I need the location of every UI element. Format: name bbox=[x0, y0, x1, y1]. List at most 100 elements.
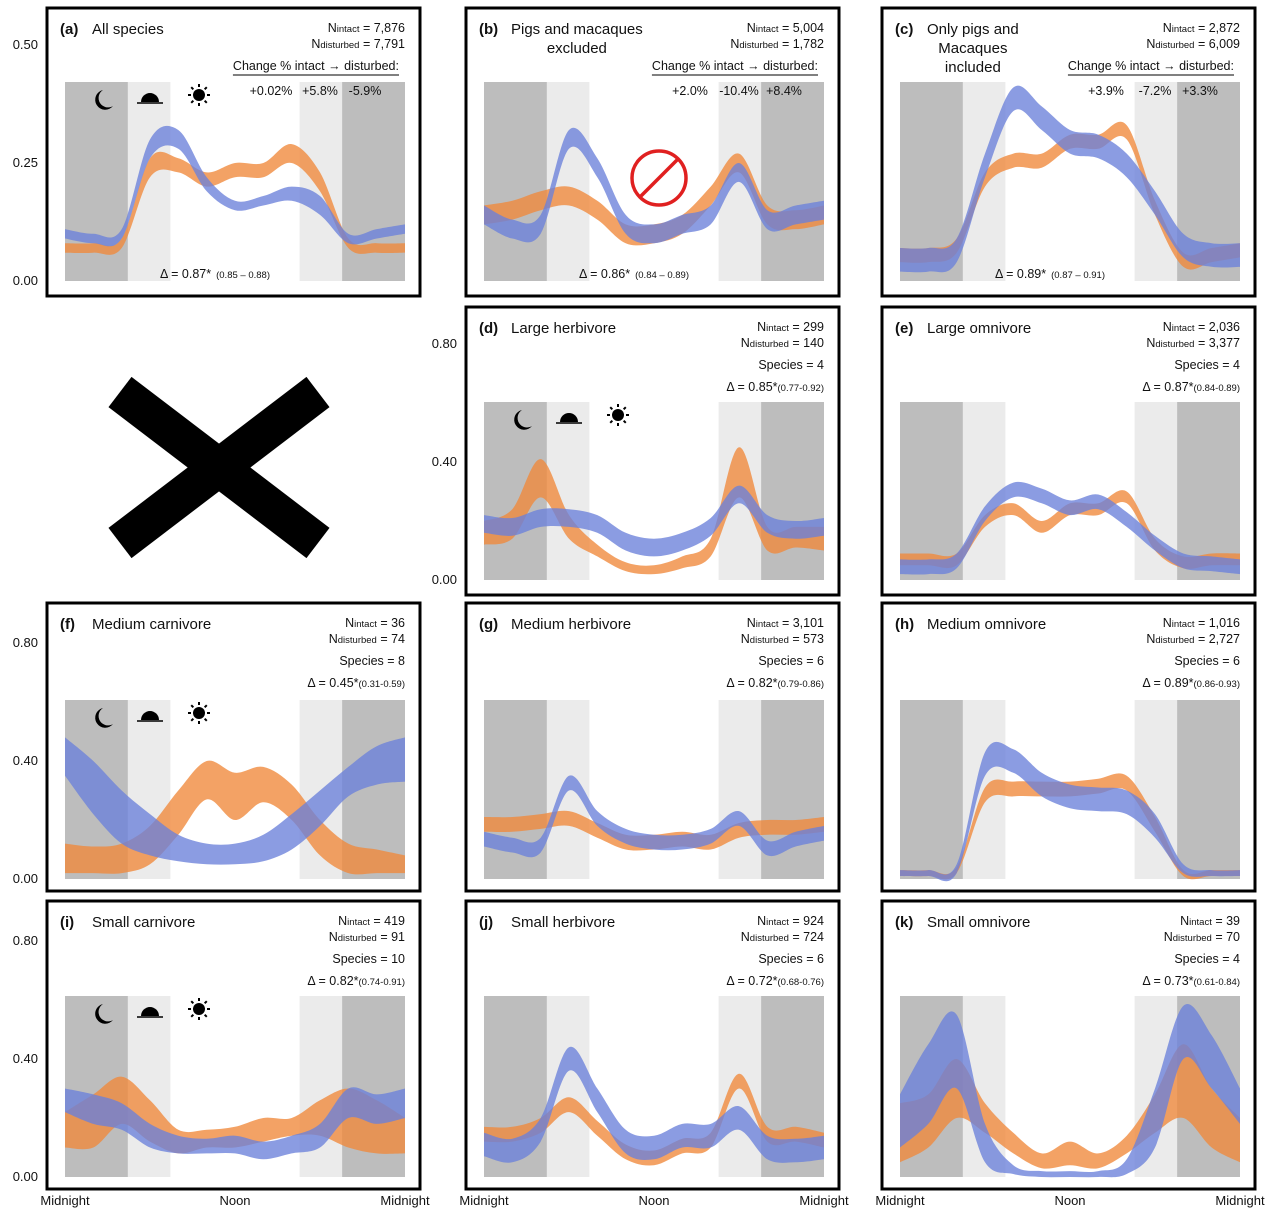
panel-label: (k) bbox=[895, 914, 913, 931]
stat-line: Species = 6 bbox=[758, 952, 824, 966]
stat-subscript: intact bbox=[756, 24, 779, 35]
light-period-shading bbox=[1177, 700, 1240, 879]
delta-ci: (0.85 – 0.88) bbox=[216, 270, 270, 281]
stat-line: Ndisturbed = 724 bbox=[741, 930, 824, 944]
stat-line: Nintact = 39 bbox=[1180, 914, 1240, 928]
stat-subscript: disturbed bbox=[320, 40, 359, 51]
x-tick-label: Midnight bbox=[1215, 1193, 1265, 1208]
stat-subscript: intact bbox=[756, 619, 779, 630]
light-period-shading bbox=[900, 402, 963, 580]
stat-text: N bbox=[741, 632, 750, 646]
stat-line: Nintact = 7,876 bbox=[328, 21, 405, 35]
stat-text: = 724 bbox=[789, 930, 824, 944]
stat-line: Species = 4 bbox=[758, 358, 824, 372]
panel-title: Small carnivore bbox=[92, 914, 195, 931]
stat-text: N bbox=[1146, 336, 1155, 350]
stat-line: Species = 4 bbox=[1174, 952, 1240, 966]
stat-text: = 2,036 bbox=[1194, 320, 1240, 334]
stat-text: Species = 10 bbox=[332, 952, 405, 966]
stat-text: N bbox=[328, 21, 337, 35]
stat-line: Nintact = 36 bbox=[345, 616, 405, 630]
sun-ray bbox=[191, 87, 193, 89]
delta-value: Δ = 0.86* bbox=[579, 267, 630, 281]
y-tick-label: 0.40 bbox=[13, 1051, 38, 1066]
delta-ci: (0.86-0.93) bbox=[1194, 679, 1240, 690]
delta-ci: (0.84-0.89) bbox=[1194, 383, 1240, 394]
x-tick-label: Noon bbox=[1054, 1193, 1085, 1208]
stat-text: = 2,872 bbox=[1194, 21, 1240, 35]
light-period-shading bbox=[1177, 402, 1240, 580]
panel: (h)Medium omnivoreNintact = 1,016Ndistur… bbox=[882, 603, 1255, 891]
sun-ray bbox=[191, 705, 193, 707]
panel-label: (c) bbox=[895, 21, 913, 38]
stat-text: N bbox=[1180, 914, 1189, 928]
light-period-shading bbox=[484, 82, 547, 281]
sun-ray bbox=[624, 421, 626, 423]
y-tick-label: 0.50 bbox=[13, 37, 38, 52]
change-value: -10.4% bbox=[719, 84, 759, 98]
stat-subscript: intact bbox=[1172, 619, 1195, 630]
stat-line: Species = 6 bbox=[758, 654, 824, 668]
sun-icon bbox=[193, 707, 205, 719]
stat-line: Nintact = 2,872 bbox=[1163, 21, 1240, 35]
panel-title: All species bbox=[92, 21, 164, 38]
delta-ci: (0.79-0.86) bbox=[778, 679, 824, 690]
stat-text: N bbox=[757, 914, 766, 928]
panel-label: (j) bbox=[479, 914, 493, 931]
panel-label: (f) bbox=[60, 616, 75, 633]
stat-text: N bbox=[1163, 320, 1172, 334]
change-value: +3.9% bbox=[1088, 84, 1124, 98]
stat-subscript: disturbed bbox=[1155, 635, 1194, 646]
y-tick-label: 0.40 bbox=[432, 454, 457, 469]
stat-text: = 573 bbox=[789, 632, 824, 646]
light-period-shading bbox=[719, 700, 762, 879]
stat-text: = 140 bbox=[789, 336, 824, 350]
panel: (c)Only pigs andMacaquesincludedNintact … bbox=[882, 8, 1255, 296]
sun-icon bbox=[193, 89, 205, 101]
y-tick-label: 0.00 bbox=[432, 572, 457, 587]
delta-value: Δ = 0.82* bbox=[726, 676, 777, 690]
stat-line: Nintact = 1,016 bbox=[1163, 616, 1240, 630]
stat-text: N bbox=[741, 930, 750, 944]
stat-text: = 74 bbox=[377, 632, 405, 646]
delta: Δ = 0.89*(0.87 – 0.91) bbox=[995, 267, 1105, 281]
stat-text: = 36 bbox=[377, 616, 405, 630]
stat-subscript: disturbed bbox=[1155, 339, 1194, 350]
stat-text: N bbox=[757, 320, 766, 334]
stat-text: = 1,782 bbox=[778, 37, 824, 51]
stat-text: Species = 8 bbox=[339, 654, 405, 668]
light-period-shading bbox=[761, 402, 824, 580]
y-tick-label: 0.00 bbox=[13, 1169, 38, 1184]
delta: Δ = 0.85*(0.77-0.92) bbox=[726, 380, 824, 394]
stat-subscript: disturbed bbox=[1155, 40, 1194, 51]
stat-subscript: intact bbox=[347, 917, 370, 928]
panel: (b)Pigs and macaquesexcludedNintact = 5,… bbox=[466, 8, 839, 296]
panel-title: Small omnivore bbox=[927, 914, 1030, 931]
stat-line: Ndisturbed = 6,009 bbox=[1146, 37, 1240, 51]
panel: (e)Large omnivoreNintact = 2,036Ndisturb… bbox=[882, 307, 1255, 595]
stat-text: = 70 bbox=[1212, 930, 1240, 944]
sun-ray bbox=[610, 421, 612, 423]
stat-line: Nintact = 2,036 bbox=[1163, 320, 1240, 334]
delta-ci: (0.31-0.59) bbox=[359, 679, 405, 690]
panel-title: Large omnivore bbox=[927, 320, 1031, 337]
panel-label: (g) bbox=[479, 616, 498, 633]
stat-text: N bbox=[741, 336, 750, 350]
stat-line: Ndisturbed = 70 bbox=[1164, 930, 1240, 944]
stat-line: Ndisturbed = 573 bbox=[741, 632, 824, 646]
stat-text: = 3,377 bbox=[1194, 336, 1240, 350]
stat-subscript: intact bbox=[1189, 917, 1212, 928]
panel-title: Pigs and macaques bbox=[511, 21, 643, 38]
stat-text: N bbox=[1164, 930, 1173, 944]
stat-text: Species = 4 bbox=[1174, 358, 1240, 372]
stat-text: N bbox=[338, 914, 347, 928]
stat-line: Ndisturbed = 1,782 bbox=[730, 37, 824, 51]
delta-ci: (0.74-0.91) bbox=[359, 977, 405, 988]
x-tick-label: Midnight bbox=[459, 1193, 509, 1208]
sun-ray bbox=[205, 719, 207, 721]
panel-title: Large herbivore bbox=[511, 320, 616, 337]
stat-text: Species = 6 bbox=[1174, 654, 1240, 668]
x-tick-label: Noon bbox=[638, 1193, 669, 1208]
